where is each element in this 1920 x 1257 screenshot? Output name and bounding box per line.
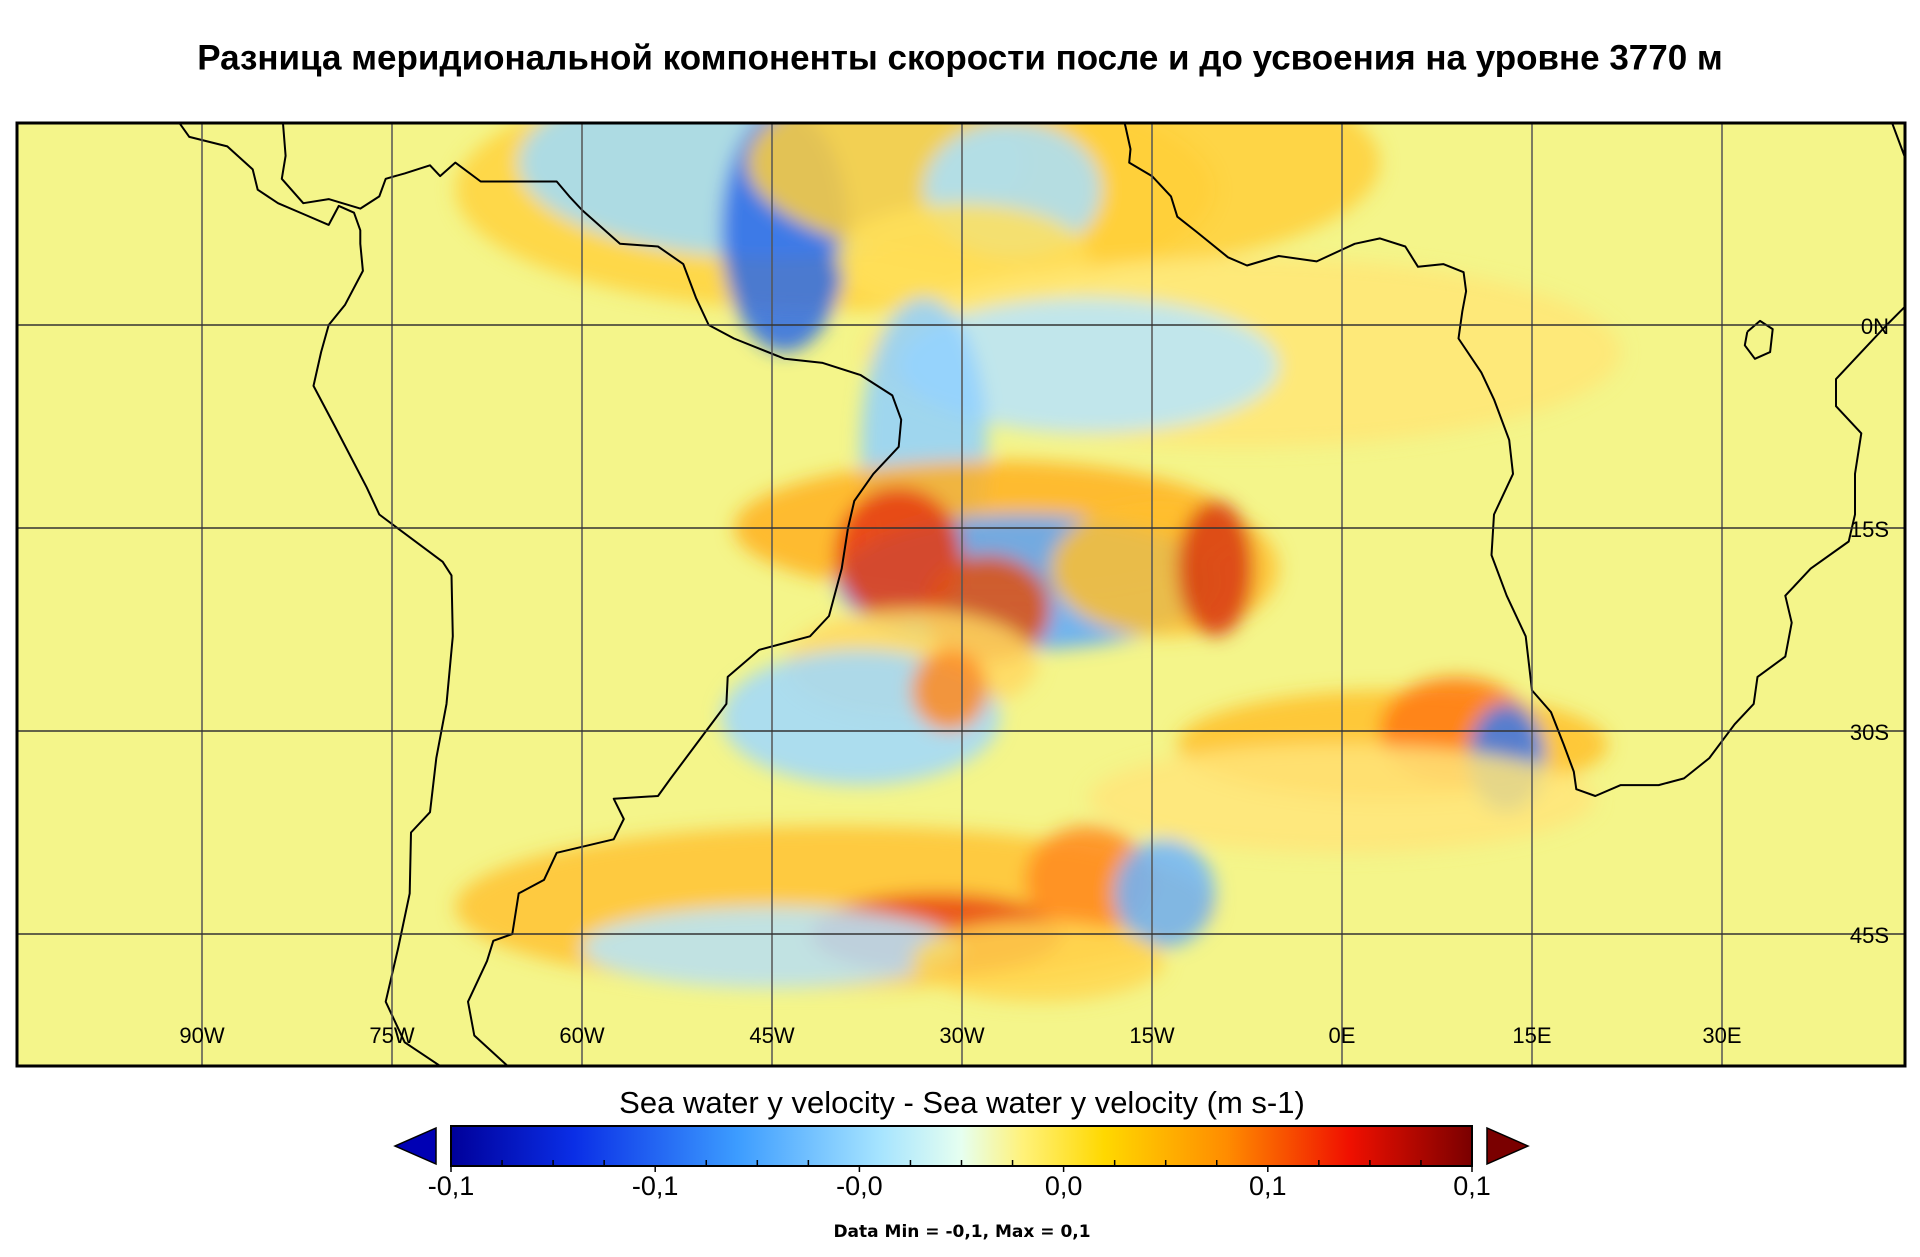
data-range: Data Min = -0,1, Max = 0,1: [833, 1222, 1090, 1242]
coastlines: [178, 123, 1905, 1066]
lon-label: 60W: [559, 1023, 604, 1048]
colorbar-tick-label: -0,0: [836, 1171, 883, 1201]
lon-label: 75W: [369, 1023, 414, 1048]
title: Разница меридиональной компоненты скорос…: [197, 38, 1723, 77]
coast-africa: [1123, 123, 1905, 797]
lat-label: 45S: [1850, 923, 1889, 948]
lon-label: 0E: [1329, 1023, 1356, 1048]
map-frame: [15, 121, 1907, 1068]
lon-label: 45W: [749, 1023, 794, 1048]
anomaly-blob: [1114, 839, 1216, 948]
anomaly-blob: [1177, 500, 1254, 637]
coast-horn: [1891, 123, 1905, 161]
anomaly-field: [455, 123, 1621, 1002]
lon-label: 90W: [179, 1023, 224, 1048]
lat-label: 15S: [1850, 517, 1889, 542]
lat-label: 30S: [1850, 720, 1889, 745]
lon-label: 30W: [939, 1023, 984, 1048]
colorbar-label: Sea water y velocity - Sea water y veloc…: [619, 1085, 1305, 1120]
coast-west-america: [178, 123, 454, 1066]
lon-label: 15W: [1129, 1023, 1174, 1048]
graticule: 90W 75W 60W 45W 30W 15W 0E 15E 30E 0N 15S 30S 45S: [17, 123, 1905, 1066]
coast-lake-victoria: [1743, 319, 1774, 360]
colorbar-tick-label: 0,0: [1045, 1171, 1083, 1201]
colorbar-tick-label: 0,1: [1453, 1171, 1491, 1201]
lon-label: 15E: [1512, 1023, 1551, 1048]
coast-east-america: [280, 123, 903, 1066]
anomaly-blob: [911, 649, 988, 732]
colorbar-tick-label: -0,1: [428, 1171, 475, 1201]
colorbar: [450, 1125, 1473, 1167]
lon-label: 30E: [1702, 1023, 1741, 1048]
colorbar-under-arrow: [393, 1126, 437, 1166]
colorbar-tick-label: -0,1: [632, 1171, 679, 1201]
colorbar-over-arrow: [1486, 1126, 1530, 1166]
colorbar-ticks: -0,1 -0,1 -0,0 0,0 0,1 0,1: [428, 1160, 1491, 1201]
colorbar-tick-label: 0,1: [1249, 1171, 1287, 1201]
anomaly-blob: [911, 920, 1165, 1002]
anomaly-blob: [898, 297, 1279, 434]
lat-label: 0N: [1861, 314, 1889, 339]
